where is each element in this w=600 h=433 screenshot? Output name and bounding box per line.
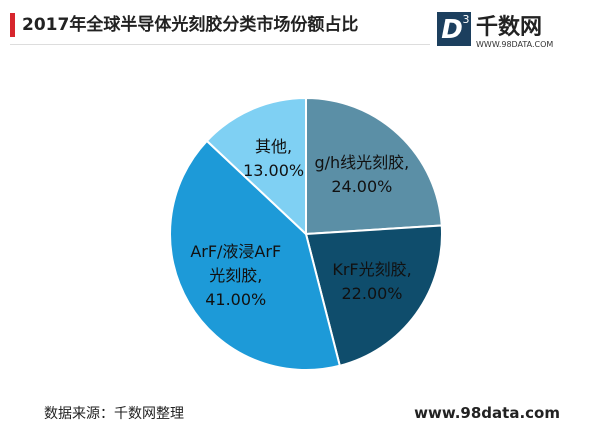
category-label: 其他, [255, 137, 293, 157]
slice-label: KrF光刻胶, 22.00% [322, 258, 422, 306]
category-label: ArF/液浸ArF光刻胶, [190, 241, 282, 285]
pie-slice [304, 224, 443, 367]
category-label: g/h线光刻胶, [314, 152, 410, 172]
value-label: 22.00% [341, 283, 403, 303]
slice-label: ArF/液浸ArF光刻胶, 41.00% [186, 240, 286, 312]
pie-slice [305, 96, 443, 236]
logo-box [437, 12, 471, 46]
source: 数据来源：千数网整理 [44, 406, 184, 422]
value-label: 24.00% [331, 176, 393, 196]
slice-label: 其他, 13.00% [234, 135, 314, 183]
header-rule [10, 44, 430, 45]
logo-sup: 3 [463, 13, 470, 26]
logo-name: 千数网 [476, 14, 542, 40]
title-bar [10, 13, 15, 37]
logo-icon: D 3 [437, 12, 471, 46]
pie-slice [169, 139, 342, 371]
value-label: 13.00% [243, 161, 305, 181]
logo-letter: D [441, 15, 463, 45]
category-label: KrF光刻胶, [332, 259, 412, 279]
chart-title: 2017年全球半导体光刻胶分类市场份额占比 [22, 15, 359, 35]
site: www.98data.com [414, 404, 560, 422]
pie-slice [205, 96, 307, 237]
value-label: 41.00% [205, 289, 267, 309]
slice-label: g/h线光刻胶, 24.00% [307, 151, 417, 199]
logo-url: WWW.98DATA.COM [476, 40, 553, 49]
